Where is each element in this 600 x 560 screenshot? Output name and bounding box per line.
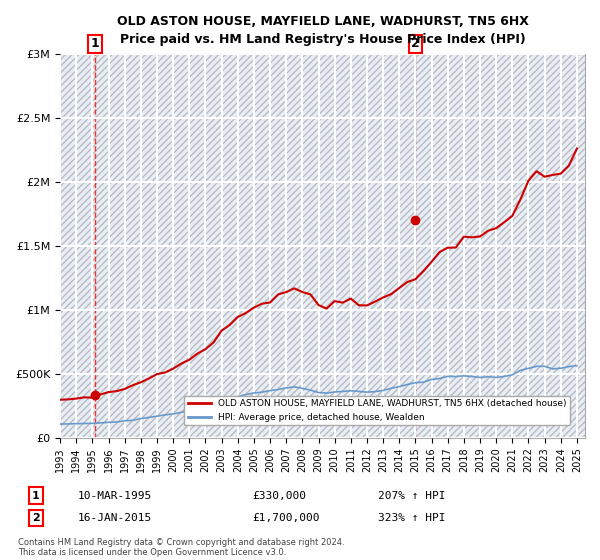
Text: 16-JAN-2015: 16-JAN-2015 bbox=[78, 513, 152, 523]
Text: 2: 2 bbox=[32, 513, 40, 523]
Text: 1: 1 bbox=[32, 491, 40, 501]
Title: OLD ASTON HOUSE, MAYFIELD LANE, WADHURST, TN5 6HX
Price paid vs. HM Land Registr: OLD ASTON HOUSE, MAYFIELD LANE, WADHURST… bbox=[116, 15, 529, 46]
Text: 2: 2 bbox=[411, 38, 420, 50]
Text: Contains HM Land Registry data © Crown copyright and database right 2024.: Contains HM Land Registry data © Crown c… bbox=[18, 538, 344, 547]
Text: £330,000: £330,000 bbox=[252, 491, 306, 501]
Text: 323% ↑ HPI: 323% ↑ HPI bbox=[378, 513, 445, 523]
Text: 207% ↑ HPI: 207% ↑ HPI bbox=[378, 491, 445, 501]
Legend: OLD ASTON HOUSE, MAYFIELD LANE, WADHURST, TN5 6HX (detached house), HPI: Average: OLD ASTON HOUSE, MAYFIELD LANE, WADHURST… bbox=[184, 396, 570, 426]
Text: £1,700,000: £1,700,000 bbox=[252, 513, 320, 523]
Text: This data is licensed under the Open Government Licence v3.0.: This data is licensed under the Open Gov… bbox=[18, 548, 286, 557]
Text: 10-MAR-1995: 10-MAR-1995 bbox=[78, 491, 152, 501]
Text: 1: 1 bbox=[91, 38, 100, 50]
